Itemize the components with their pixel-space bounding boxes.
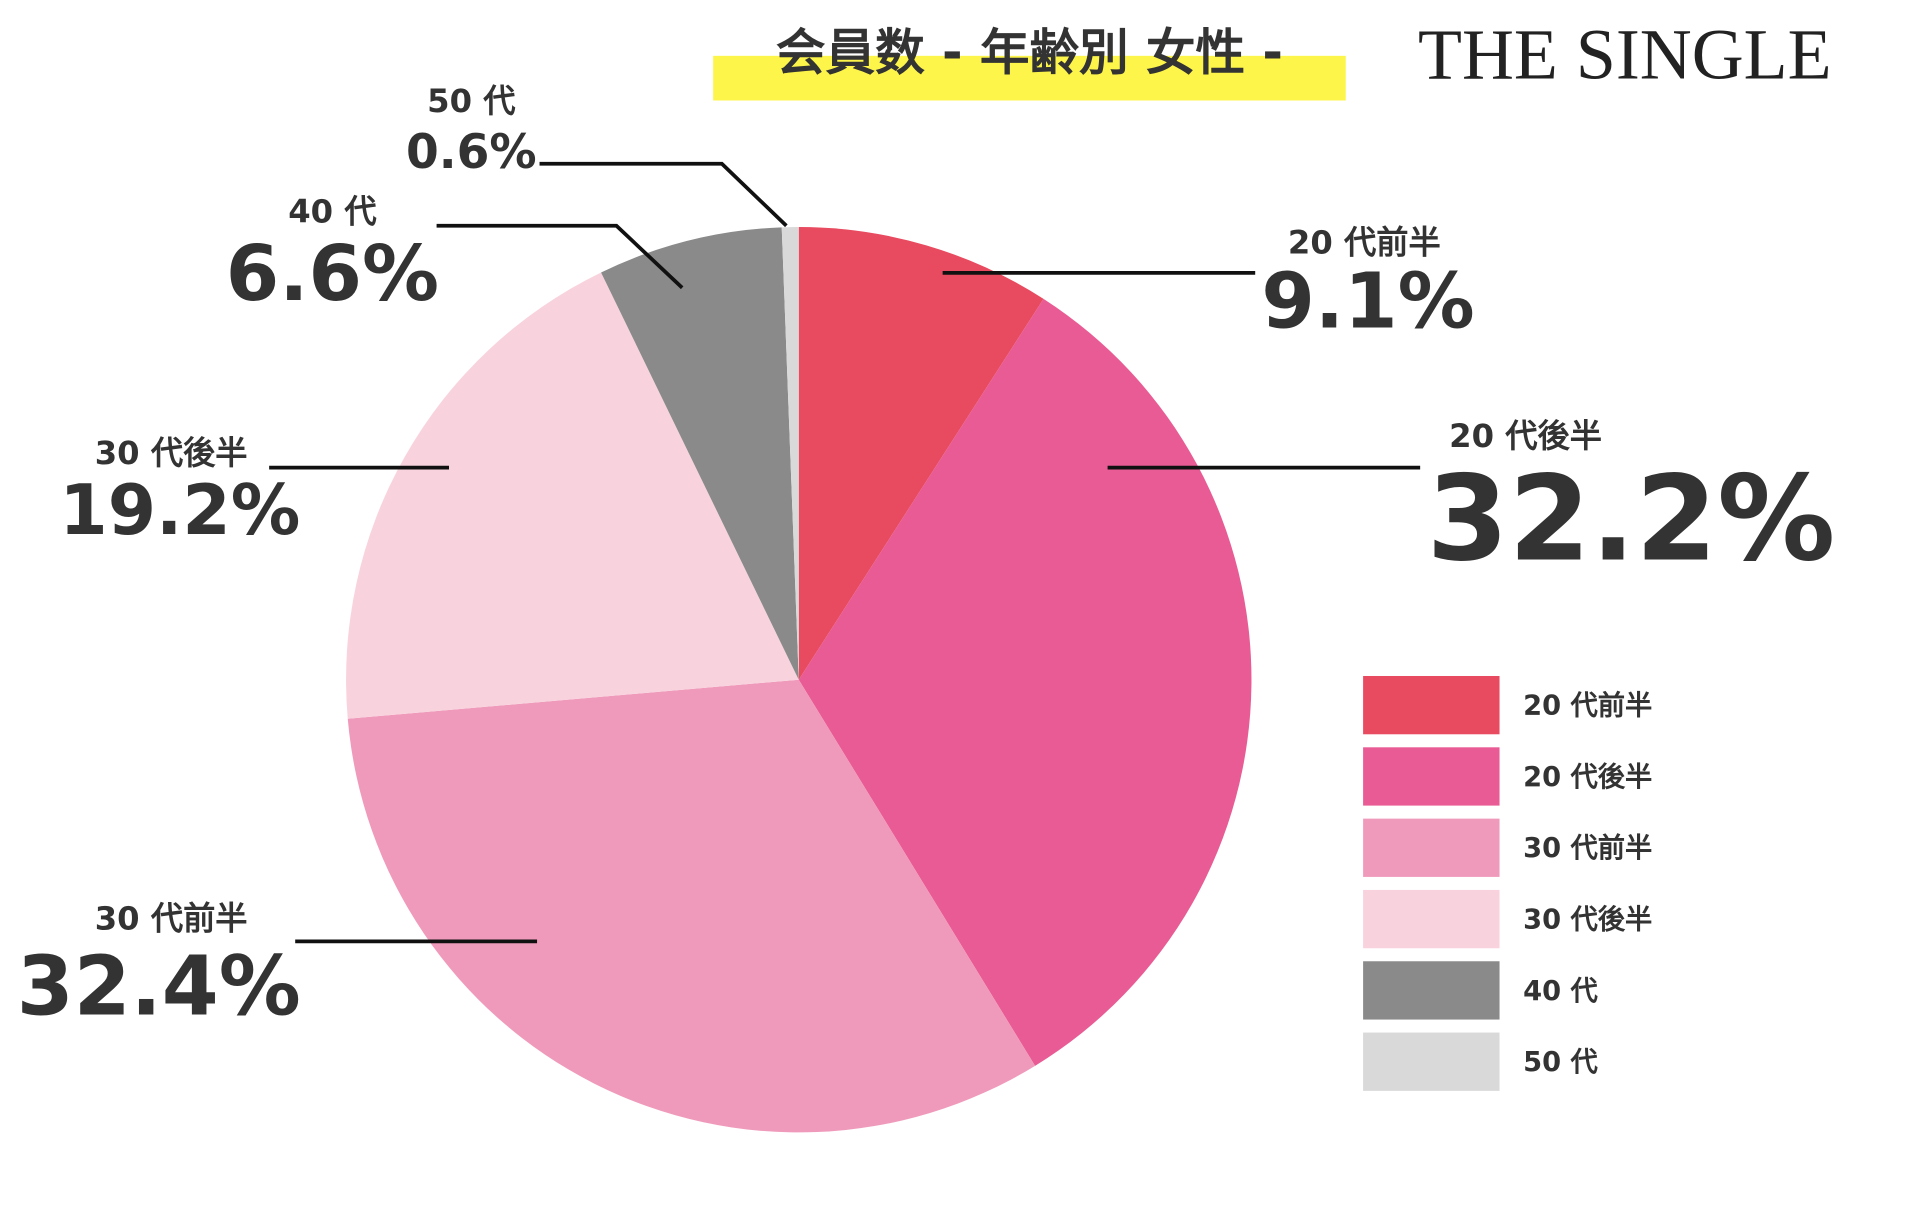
title-highlight	[713, 55, 1346, 101]
leader-line	[436, 223, 684, 290]
slice-category: 30 代後半	[95, 434, 248, 472]
leader-line	[539, 161, 788, 228]
slice-category: 40 代	[288, 192, 376, 230]
pie-slice	[346, 272, 799, 719]
slice-category: 30 代前半	[95, 899, 248, 937]
legend-swatch	[1363, 961, 1500, 1020]
slice-value-label: 32.2%	[1427, 450, 1836, 587]
legend-label: 20 代後半	[1523, 762, 1652, 793]
legend-label: 20 代前半	[1523, 689, 1652, 721]
brand: THE SINGLE	[1418, 15, 1831, 95]
legend-label: 30 代前半	[1523, 832, 1652, 864]
slice-category: 50 代	[427, 82, 515, 120]
legend-swatch	[1363, 889, 1500, 949]
pie-slice	[601, 227, 799, 680]
slice-value-label: 19.2%	[59, 471, 300, 551]
slice-category: 20 代前半	[1288, 223, 1441, 261]
pie-slice	[347, 679, 1036, 1133]
legend-label: 40 代	[1523, 976, 1598, 1007]
legend-swatch	[1363, 675, 1500, 735]
pie-slice	[781, 226, 799, 680]
pie-slice	[798, 226, 1044, 680]
legend-swatch	[1363, 818, 1500, 877]
chart-title: 会員数 - 年齢別 女性 -	[776, 23, 1283, 81]
pie-slice	[798, 298, 1252, 1066]
legend-swatch	[1363, 1032, 1500, 1091]
legend-label: 30 代後半	[1523, 904, 1652, 935]
legend-swatch	[1363, 747, 1500, 806]
slice-category: 20 代後半	[1449, 417, 1602, 455]
slice-value-label: 32.4%	[17, 940, 301, 1035]
slice-value-label: 9.1%	[1261, 257, 1474, 346]
slice-value-label: 0.6%	[406, 125, 537, 180]
legend-label: 50 代	[1523, 1047, 1598, 1078]
slice-value-label: 6.6%	[226, 230, 439, 319]
